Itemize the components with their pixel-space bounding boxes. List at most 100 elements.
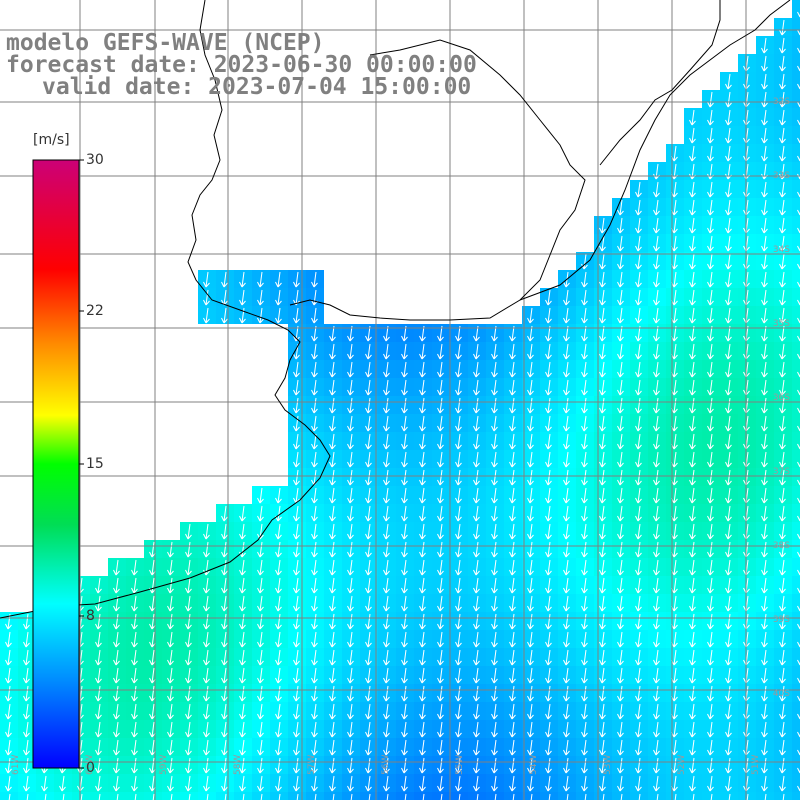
wind-arrow	[581, 757, 588, 774]
wind-arrow	[347, 451, 354, 468]
wind-arrow	[527, 307, 534, 324]
wind-arrow	[455, 613, 462, 630]
wind-arrow	[653, 415, 660, 432]
wind-speed-cell	[486, 792, 504, 800]
wind-arrow	[491, 451, 498, 468]
wind-arrow	[707, 289, 714, 306]
wind-arrow	[329, 649, 336, 666]
wind-arrow	[275, 757, 282, 774]
wind-arrow	[5, 721, 12, 738]
wind-arrow	[131, 775, 138, 792]
wind-speed-cell	[792, 504, 800, 522]
wind-arrow	[239, 757, 246, 774]
wind-arrow	[347, 649, 354, 666]
wind-arrow	[329, 415, 336, 432]
wind-arrow	[221, 721, 228, 738]
wind-arrow	[473, 487, 480, 504]
wind-arrow	[617, 559, 624, 576]
wind-arrow	[383, 487, 390, 504]
wind-arrow	[689, 577, 696, 594]
wind-arrow	[5, 685, 12, 702]
wind-arrow	[491, 379, 498, 396]
wind-speed-cell	[270, 792, 288, 800]
wind-arrow	[455, 469, 462, 486]
wind-arrow	[419, 595, 426, 612]
wind-arrow	[401, 361, 408, 378]
wind-arrow	[566, 793, 569, 800]
wind-arrow	[725, 685, 732, 702]
wind-arrow	[275, 487, 282, 504]
wind-arrow	[95, 667, 102, 684]
wind-speed-cell	[558, 792, 576, 800]
wind-arrow	[131, 577, 138, 594]
wind-arrow	[689, 559, 696, 576]
wind-arrow	[329, 397, 336, 414]
wind-arrow	[581, 415, 588, 432]
wind-arrow	[689, 469, 696, 486]
wind-arrow	[545, 775, 552, 792]
wind-arrow	[779, 19, 786, 36]
wind-arrow	[599, 541, 606, 558]
wind-arrow	[653, 235, 660, 252]
wind-arrow	[167, 685, 174, 702]
wind-arrow	[527, 775, 534, 792]
wind-speed-cell	[792, 216, 800, 234]
wind-speed-cell	[342, 792, 360, 800]
wind-arrow	[725, 487, 732, 504]
wind-arrow	[689, 127, 696, 144]
wind-arrow	[761, 199, 768, 216]
wind-arrow	[491, 577, 498, 594]
wind-speed-cell	[792, 270, 800, 288]
wind-arrow	[419, 379, 426, 396]
wind-speed-cell	[234, 792, 252, 800]
wind-arrow	[725, 523, 732, 540]
wind-arrow	[347, 397, 354, 414]
wind-arrow	[761, 289, 768, 306]
wind-arrow	[653, 487, 660, 504]
wind-arrow	[725, 631, 732, 648]
wind-arrow	[707, 379, 714, 396]
wind-arrow	[167, 541, 174, 558]
wind-arrow	[581, 271, 588, 288]
wind-arrow	[311, 595, 318, 612]
wind-arrow	[113, 649, 120, 666]
wind-arrow	[329, 775, 336, 792]
wind-arrow	[581, 469, 588, 486]
wind-arrow	[761, 415, 768, 432]
wind-arrow	[635, 487, 642, 504]
wind-arrow	[761, 559, 768, 576]
wind-arrow	[725, 775, 732, 792]
wind-speed-cell	[792, 612, 800, 630]
wind-arrow	[275, 685, 282, 702]
wind-arrow	[383, 343, 390, 360]
wind-arrow	[455, 361, 462, 378]
wind-arrow	[707, 397, 714, 414]
wind-arrow	[296, 793, 299, 800]
wind-arrow	[491, 595, 498, 612]
wind-arrow	[206, 793, 209, 800]
wind-arrow	[563, 505, 570, 522]
wind-arrow	[437, 721, 444, 738]
wind-arrow	[617, 379, 624, 396]
wind-arrow	[764, 793, 767, 800]
wind-arrow	[653, 631, 660, 648]
wind-arrow	[581, 289, 588, 306]
wind-arrow	[653, 379, 660, 396]
wind-speed-cell	[378, 792, 396, 800]
wind-arrow	[437, 397, 444, 414]
wind-arrow	[113, 739, 120, 756]
wind-arrow	[689, 307, 696, 324]
wind-arrow	[563, 685, 570, 702]
wind-speed-cell	[792, 792, 800, 800]
wind-arrow	[761, 775, 768, 792]
wind-arrow	[635, 649, 642, 666]
wind-arrow	[5, 631, 12, 648]
wind-arrow	[347, 631, 354, 648]
wind-arrow	[329, 523, 336, 540]
wind-arrow	[599, 559, 606, 576]
wind-arrow	[563, 523, 570, 540]
wind-arrow	[275, 271, 282, 288]
wind-arrow	[725, 109, 732, 126]
wind-arrow	[455, 559, 462, 576]
wind-arrow	[239, 685, 246, 702]
